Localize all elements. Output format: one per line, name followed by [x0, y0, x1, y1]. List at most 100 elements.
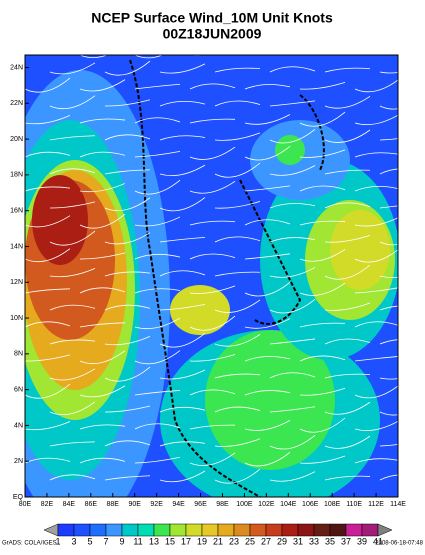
x-tick-label: 96E — [194, 501, 207, 508]
streamline — [79, 252, 126, 260]
streamline — [49, 268, 96, 278]
colorbar-box — [361, 523, 379, 537]
streamline — [49, 95, 96, 109]
streamline — [79, 213, 126, 229]
y-tick-label: 18N — [10, 172, 23, 179]
streamline — [214, 299, 261, 313]
streamline — [189, 83, 236, 90]
streamline — [244, 452, 291, 467]
streamline — [379, 205, 398, 209]
streamline — [25, 55, 36, 56]
x-tick-label: 88E — [107, 501, 120, 508]
streamline — [134, 83, 181, 90]
streamline — [104, 440, 151, 447]
streamline — [134, 179, 181, 195]
colorbar-box — [345, 523, 363, 537]
colorbar-label: 23 — [229, 536, 239, 546]
x-tick-label: 102E — [258, 501, 275, 508]
streamline — [299, 282, 346, 296]
streamline — [299, 248, 346, 262]
streamline — [25, 114, 71, 125]
colorbar-label: 25 — [245, 536, 255, 546]
colorbar-label: 19 — [197, 536, 207, 546]
streamline — [324, 435, 371, 449]
x-tick-label: 106E — [302, 501, 319, 508]
y-tick-label: 2N — [14, 458, 23, 465]
streamline — [134, 317, 181, 330]
streamline — [25, 77, 71, 93]
colorbar-label: 11 — [133, 536, 142, 546]
streamline — [79, 79, 126, 92]
colorbar-box — [281, 523, 299, 537]
streamline — [25, 383, 71, 399]
streamline — [299, 417, 346, 433]
colorbar: 1 3 5 7 9 11 13 15 17 19 21 23 25 27 29 31 33 35 37 39 41 — [43, 523, 393, 546]
streamline — [49, 304, 96, 311]
streamline — [79, 457, 126, 464]
streamline — [159, 236, 206, 243]
streamline — [159, 470, 206, 483]
streamline — [214, 406, 261, 413]
colorbar-label: 27 — [261, 536, 271, 546]
frame — [24, 54, 399, 498]
x-tick-label: 90E — [128, 501, 141, 508]
streamline — [299, 387, 346, 396]
colorbar-label: 17 — [181, 536, 191, 546]
streamline — [324, 129, 371, 143]
streamline — [49, 368, 96, 381]
colorbar-label: 29 — [277, 536, 287, 546]
streamline — [134, 390, 181, 396]
streamline — [269, 66, 316, 73]
colorbar-box — [169, 523, 187, 537]
streamline — [354, 458, 398, 464]
streamline — [214, 334, 261, 347]
colorbar-label: 15 — [165, 536, 175, 546]
streamline — [299, 355, 346, 362]
streamline — [134, 423, 181, 430]
x-tick-label: 104E — [280, 501, 297, 508]
streamline — [299, 322, 346, 328]
streamline — [189, 389, 236, 396]
streamline — [244, 281, 291, 297]
streamline — [104, 335, 151, 346]
streamline — [269, 338, 316, 345]
x-tick-label: 110E — [346, 501, 362, 508]
streamline — [379, 474, 398, 481]
streamline — [79, 350, 126, 364]
colorbar-label: 7 — [103, 536, 108, 546]
axes: 80E 82E 84E 86E 88E 90E 92E 94E 96E 98E 100E 102E 10… — [10, 64, 406, 507]
streamline — [354, 356, 398, 362]
streamline — [214, 468, 261, 484]
streamline — [269, 203, 316, 209]
streamline — [214, 67, 261, 73]
streamline — [269, 406, 316, 413]
streamline — [134, 253, 181, 260]
streamline — [244, 219, 291, 226]
streamline — [324, 96, 371, 109]
streamlines — [25, 55, 398, 484]
streamline — [25, 288, 71, 294]
colorbar-box — [329, 523, 347, 537]
streamline — [189, 220, 236, 226]
colorbar-box — [137, 523, 155, 537]
streamline — [49, 168, 96, 175]
streamline — [134, 456, 181, 464]
streamline — [79, 322, 126, 328]
streamline — [354, 152, 398, 158]
colorbar-label: 39 — [357, 536, 367, 546]
x-tick-label: 108E — [324, 501, 341, 508]
streamline — [244, 84, 291, 90]
streamline — [79, 55, 108, 58]
streamline — [189, 452, 236, 466]
streamline — [379, 275, 398, 278]
streamline — [354, 385, 398, 399]
streamline — [379, 411, 398, 416]
streamline — [134, 288, 181, 294]
streamline — [269, 372, 316, 379]
colorbar-label: 41 — [373, 536, 383, 546]
streamline — [49, 230, 96, 246]
streamline — [214, 200, 261, 209]
colorbar-box — [153, 523, 171, 537]
streamline — [159, 164, 206, 177]
colorbar-box — [121, 523, 139, 537]
